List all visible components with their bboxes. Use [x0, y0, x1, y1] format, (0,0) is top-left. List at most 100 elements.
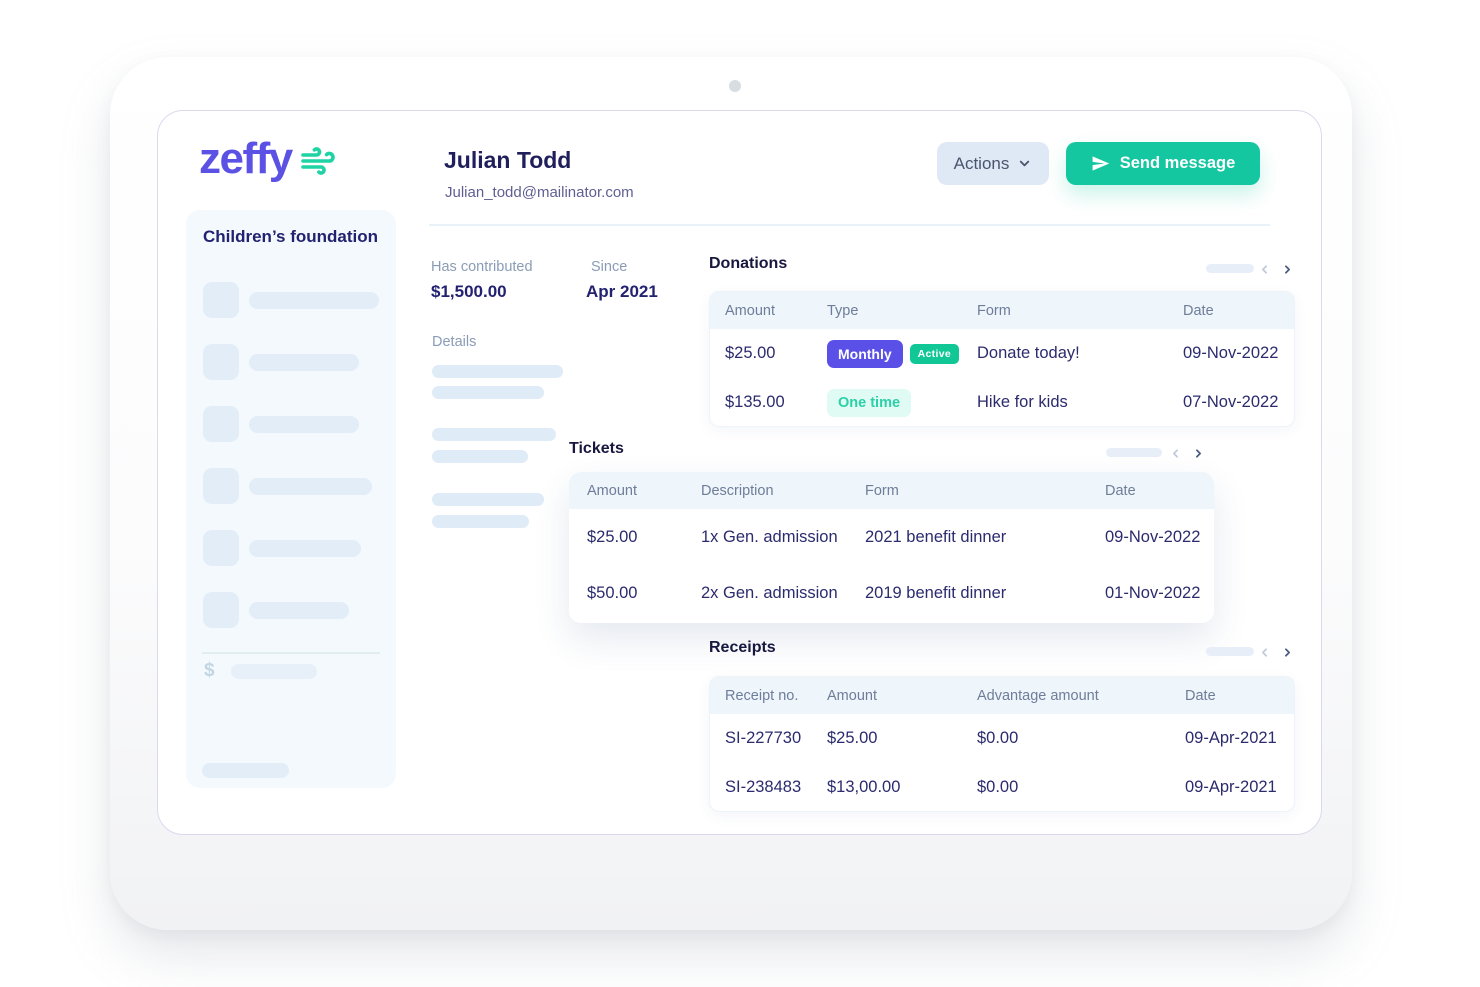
- description-cell: 2x Gen. admission: [701, 583, 838, 602]
- column-header: Date: [1105, 482, 1136, 499]
- skeleton-bar: [432, 493, 544, 506]
- camera-dot: [729, 80, 741, 92]
- skeleton-square: [203, 344, 239, 380]
- skeleton-bar: [202, 763, 289, 778]
- date-cell: 09-Nov-2022: [1105, 527, 1201, 546]
- column-header: Date: [1185, 687, 1216, 704]
- form-cell: 2021 benefit dinner: [865, 527, 1007, 546]
- pagination-skeleton: [1206, 647, 1254, 656]
- table-row: $25.00 Monthly Active Donate today! 09-N…: [710, 329, 1294, 378]
- table-row: SI-238483 $13,00.00 $0.00 09-Apr-2021: [710, 763, 1294, 811]
- receipt-no-cell: SI-227730: [725, 729, 802, 747]
- column-header: Advantage amount: [977, 687, 1099, 704]
- contributed-label: Has contributed: [431, 259, 533, 275]
- receipt-no-cell: SI-238483: [725, 778, 802, 796]
- description-cell: 1x Gen. admission: [701, 527, 838, 546]
- donations-title: Donations: [709, 255, 788, 272]
- sidebar: Children’s foundation $: [186, 210, 396, 788]
- column-header: Date: [1183, 302, 1214, 319]
- donations-prev-page-button[interactable]: [1255, 260, 1273, 278]
- table-row: $135.00 One time Hike for kids 07-Nov-20…: [710, 378, 1294, 426]
- skeleton-bar: [249, 415, 359, 433]
- date-cell: 01-Nov-2022: [1105, 583, 1201, 602]
- form-cell: Hike for kids: [977, 393, 1068, 411]
- tickets-next-page-button[interactable]: [1189, 444, 1207, 462]
- actions-button[interactable]: Actions: [937, 142, 1049, 185]
- column-header: Amount: [725, 302, 775, 319]
- contributed-value: $1,500.00: [431, 282, 507, 301]
- column-header: Form: [865, 482, 899, 499]
- sidebar-skeleton-item: [203, 344, 359, 380]
- table-row: $50.00 2x Gen. admission 2019 benefit di…: [569, 565, 1214, 621]
- sidebar-currency-item: $: [204, 660, 317, 682]
- active-status-badge: Active: [909, 343, 959, 364]
- column-header: Form: [977, 302, 1011, 319]
- send-message-label: Send message: [1119, 154, 1236, 172]
- skeleton-square: [203, 282, 239, 318]
- pagination-skeleton: [1206, 264, 1254, 273]
- contact-name: Julian Todd: [444, 147, 572, 173]
- paper-plane-icon: [1091, 154, 1110, 173]
- one-time-badge: One time: [827, 388, 912, 417]
- amount-cell: $13,00.00: [827, 778, 901, 796]
- tickets-prev-page-button[interactable]: [1166, 444, 1184, 462]
- table-header-row: Receipt no. Amount Advantage amount Date: [710, 677, 1294, 714]
- skeleton-bar: [432, 428, 556, 441]
- zeffy-logo[interactable]: zeffy: [199, 133, 338, 184]
- skeleton-bar: [249, 601, 349, 619]
- donations-table: Amount Type Form Date $25.00 Monthly Act…: [709, 291, 1295, 427]
- tickets-title: Tickets: [569, 440, 624, 457]
- type-cell: One time: [827, 388, 977, 417]
- since-value: Apr 2021: [586, 282, 658, 301]
- dollar-icon: $: [204, 660, 215, 681]
- date-cell: 09-Nov-2022: [1183, 344, 1279, 362]
- form-cell: Donate today!: [977, 344, 1080, 362]
- date-cell: 07-Nov-2022: [1183, 393, 1279, 411]
- device-frame: zeffy Children’s foundation: [110, 57, 1352, 930]
- skeleton-bar: [432, 450, 528, 463]
- receipts-prev-page-button[interactable]: [1255, 643, 1273, 661]
- tickets-table: Amount Description Form Date $25.00 1x G…: [569, 472, 1214, 623]
- skeleton-bar: [432, 386, 544, 399]
- app-window: zeffy Children’s foundation: [157, 110, 1322, 835]
- sidebar-skeleton-item: [203, 406, 359, 442]
- sidebar-skeleton-item: [203, 282, 379, 318]
- logo-text: zeffy: [199, 133, 293, 183]
- sidebar-skeleton-item: [203, 592, 349, 628]
- date-cell: 09-Apr-2021: [1185, 778, 1277, 796]
- column-header: Description: [701, 482, 774, 499]
- skeleton-bar: [432, 515, 529, 528]
- skeleton-bar: [230, 663, 317, 679]
- skeleton-bar: [249, 477, 372, 495]
- donations-next-page-button[interactable]: [1278, 260, 1296, 278]
- wind-icon: [298, 143, 338, 184]
- skeleton-square: [203, 592, 239, 628]
- column-header: Type: [827, 302, 859, 319]
- table-header-row: Amount Type Form Date: [710, 292, 1294, 329]
- form-cell: 2019 benefit dinner: [865, 583, 1007, 602]
- table-header-row: Amount Description Form Date: [569, 472, 1214, 509]
- skeleton-bar: [249, 291, 379, 309]
- table-row: SI-227730 $25.00 $0.00 09-Apr-2021: [710, 714, 1294, 763]
- receipts-next-page-button[interactable]: [1278, 643, 1296, 661]
- send-message-button[interactable]: Send message: [1066, 142, 1260, 185]
- table-row: $25.00 1x Gen. admission 2021 benefit di…: [569, 509, 1214, 565]
- skeleton-square: [203, 468, 239, 504]
- header-divider: [429, 224, 1270, 226]
- column-header: Receipt no.: [725, 687, 799, 704]
- skeleton-bar: [432, 365, 563, 378]
- amount-cell: $50.00: [587, 583, 638, 602]
- sidebar-divider: [202, 652, 380, 654]
- type-cell: Monthly Active: [827, 339, 977, 368]
- org-name[interactable]: Children’s foundation: [203, 227, 379, 246]
- column-header: Amount: [587, 482, 637, 499]
- amount-cell: $25.00: [725, 344, 776, 362]
- advantage-amount-cell: $0.00: [977, 729, 1019, 747]
- receipts-table: Receipt no. Amount Advantage amount Date…: [709, 676, 1295, 812]
- date-cell: 09-Apr-2021: [1185, 729, 1277, 747]
- sidebar-skeleton-item: [203, 530, 361, 566]
- amount-cell: $135.00: [725, 393, 785, 411]
- details-label: Details: [432, 334, 477, 350]
- pagination-skeleton: [1106, 448, 1162, 457]
